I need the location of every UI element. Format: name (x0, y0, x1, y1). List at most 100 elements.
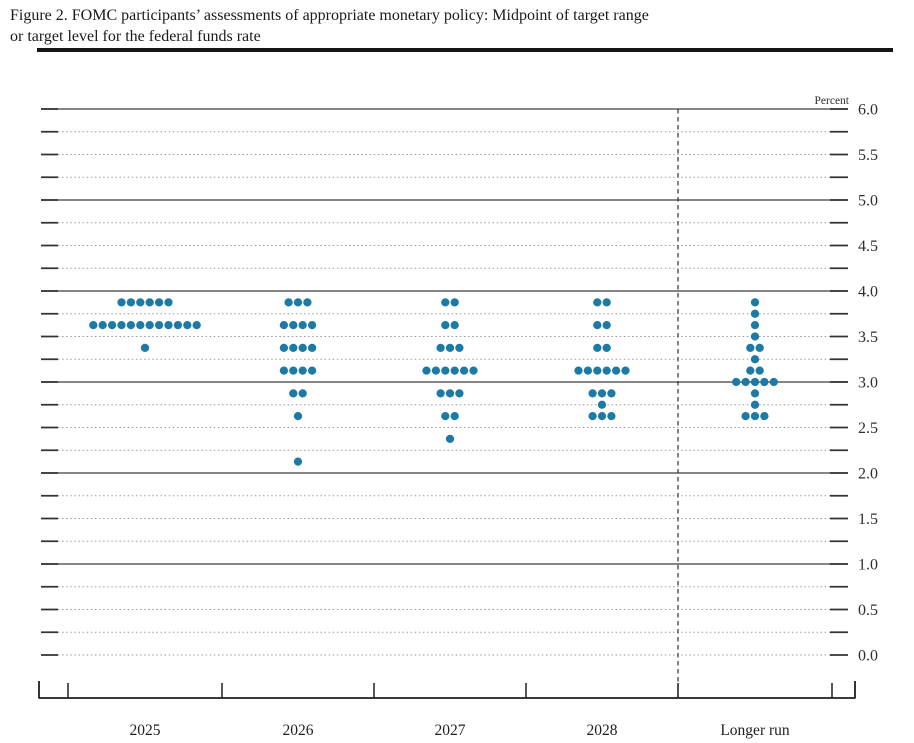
participant-dot (607, 389, 616, 398)
participant-dot (593, 366, 602, 375)
participant-dot (173, 320, 183, 330)
participant-dot (298, 343, 307, 353)
participant-dot (621, 366, 630, 375)
participant-dot (289, 366, 298, 375)
y-axis-label: 5.0 (858, 193, 878, 210)
y-axis-label: 0.0 (858, 648, 878, 665)
participant-dot (450, 298, 459, 307)
participant-dot (145, 298, 154, 307)
participant-dot (588, 411, 597, 421)
participant-dot (574, 366, 583, 375)
participant-dot (431, 366, 441, 375)
participant-dot (760, 411, 769, 421)
participant-dot (422, 366, 431, 375)
participant-dot (117, 298, 126, 307)
participant-dot (750, 298, 760, 307)
y-axis-label: 5.5 (858, 147, 878, 164)
y-axis-label: 0.5 (858, 602, 878, 619)
participant-dot (750, 389, 760, 398)
participant-dot (459, 366, 469, 375)
percent-axis-caption: Percent (815, 95, 850, 107)
y-axis-label: 1.5 (858, 511, 878, 528)
participant-dot (602, 366, 611, 375)
y-axis-label: 4.5 (858, 238, 878, 255)
y-axis-label: 3.5 (858, 329, 878, 346)
participant-dot (298, 320, 307, 330)
x-axis-label: 2025 (130, 722, 161, 739)
participant-dot (450, 320, 459, 330)
participant-dot (289, 389, 298, 398)
y-axis-label: 1.0 (858, 557, 878, 574)
figure-title-line1: Figure 2. FOMC participants’ assessments… (10, 7, 649, 24)
participant-dot (293, 457, 303, 466)
participant-dot (450, 411, 459, 421)
participant-dot (602, 298, 611, 307)
title-divider-rule (37, 48, 893, 52)
participant-dot (136, 320, 145, 330)
participant-dot (602, 343, 611, 353)
participant-dot (732, 377, 741, 387)
participant-dot (126, 298, 136, 307)
participant-dot (293, 298, 303, 307)
x-axis-label: 2028 (587, 722, 618, 739)
participant-dot (445, 434, 455, 444)
participant-dot (164, 320, 173, 330)
participant-dot (107, 320, 117, 330)
participant-dot (279, 366, 289, 375)
participant-dot (611, 366, 621, 375)
y-axis-label: 6.0 (858, 102, 878, 119)
participant-dot (154, 320, 164, 330)
participant-dot (145, 320, 154, 330)
participant-dot (769, 377, 778, 387)
participant-dot (298, 389, 307, 398)
participant-dot (597, 389, 607, 398)
y-axis-label: 3.0 (858, 375, 878, 392)
participant-dot (441, 411, 450, 421)
participant-dot (750, 411, 760, 421)
participant-dot (455, 343, 464, 353)
participant-dot (750, 355, 760, 364)
participant-dot (750, 332, 760, 341)
participant-dot (183, 320, 192, 330)
participant-dot (441, 366, 450, 375)
participant-dot (441, 298, 450, 307)
participant-dot (154, 298, 164, 307)
participant-dot (136, 298, 145, 307)
participant-dot (750, 309, 760, 318)
participant-dot (436, 389, 445, 398)
participant-dot (445, 343, 455, 353)
participant-dot (741, 377, 750, 387)
participant-dot (441, 320, 450, 330)
participant-dot (583, 366, 593, 375)
participant-dot (597, 400, 607, 409)
participant-dot (597, 411, 607, 421)
y-axis-label: 2.5 (858, 420, 878, 437)
participant-dot (293, 411, 303, 421)
participant-dot (289, 343, 298, 353)
participant-dot (741, 411, 750, 421)
participant-dot (126, 320, 136, 330)
participant-dot (289, 320, 298, 330)
participant-dot (98, 320, 107, 330)
participant-dot (307, 366, 317, 375)
x-axis-label: 2026 (283, 722, 314, 739)
participant-dot (755, 366, 764, 375)
participant-dot (593, 343, 602, 353)
x-axis-label: 2027 (435, 722, 466, 739)
participant-dot (303, 298, 312, 307)
participant-dot (455, 389, 464, 398)
participant-dot (279, 320, 289, 330)
participant-dot (760, 377, 769, 387)
participant-dot (445, 389, 455, 398)
participant-dot (607, 411, 616, 421)
participant-dot (164, 298, 173, 307)
participant-dot (89, 320, 98, 330)
participant-dot (750, 400, 760, 409)
participant-dot (450, 366, 459, 375)
participant-dot (192, 320, 201, 330)
participant-dot (746, 343, 755, 353)
figure-title-line2: or target level for the federal funds ra… (10, 28, 261, 45)
participant-dot (750, 377, 760, 387)
